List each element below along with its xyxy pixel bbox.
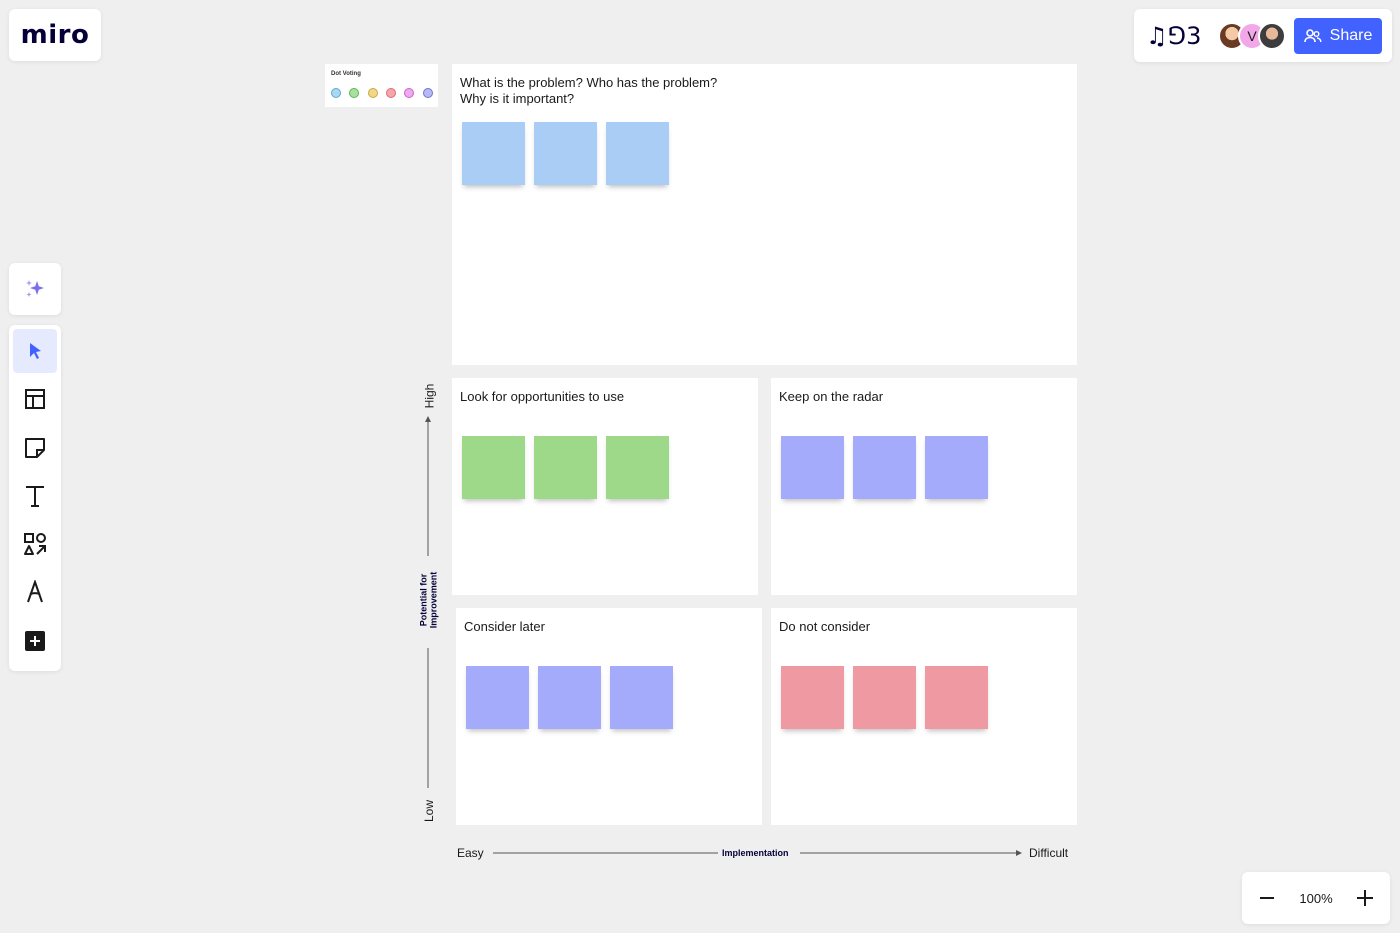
zoom-in-button[interactable] bbox=[1354, 887, 1376, 909]
axis-difficult-label: Difficult bbox=[1029, 846, 1069, 860]
collaboration-bar: ♫⅁3 V Share bbox=[1134, 9, 1392, 62]
select-icon bbox=[30, 343, 41, 359]
pen-icon bbox=[27, 580, 43, 603]
text-icon bbox=[26, 485, 44, 507]
frame-radar[interactable]: Keep on the radar bbox=[771, 378, 1077, 595]
templates-tool[interactable] bbox=[13, 377, 57, 421]
sticky-note[interactable] bbox=[538, 666, 601, 729]
axis-easy-label: Easy bbox=[457, 846, 484, 860]
dot-voting-widget[interactable]: Dot Voting bbox=[325, 64, 438, 107]
sticky-note[interactable] bbox=[781, 666, 844, 729]
frame-title: Do not consider bbox=[779, 619, 871, 634]
users-icon bbox=[1303, 28, 1322, 42]
sticky-note-icon bbox=[25, 437, 45, 458]
more-tools[interactable] bbox=[13, 619, 57, 663]
share-label: Share bbox=[1329, 26, 1373, 44]
vote-dot[interactable] bbox=[404, 88, 415, 98]
frame-title: What is the problem? Who has the problem… bbox=[460, 75, 718, 106]
frame-opportunities[interactable]: Look for opportunities to use bbox=[452, 378, 758, 595]
sticky-note-tool[interactable] bbox=[13, 426, 57, 470]
vote-dot[interactable] bbox=[385, 88, 396, 98]
sticky-note[interactable] bbox=[853, 666, 916, 729]
sticky-note[interactable] bbox=[925, 436, 988, 499]
miro-logo[interactable]: miro bbox=[9, 9, 101, 61]
frame-not[interactable]: Do not consider bbox=[771, 608, 1077, 825]
sticky-note[interactable] bbox=[462, 122, 525, 185]
minus-icon bbox=[1260, 897, 1274, 899]
vote-dot[interactable] bbox=[331, 88, 341, 98]
shapes-tool[interactable] bbox=[13, 522, 57, 566]
sticky-note[interactable] bbox=[466, 666, 529, 729]
share-button[interactable]: Share bbox=[1294, 17, 1382, 54]
collaborator-avatars[interactable]: V bbox=[1218, 21, 1286, 50]
zoom-control: 100% bbox=[1242, 872, 1390, 924]
ai-assist-button[interactable] bbox=[9, 263, 61, 315]
y-axis-title: Potential for Improvement bbox=[418, 571, 438, 629]
avatar[interactable] bbox=[1258, 21, 1286, 50]
sticky-note[interactable] bbox=[853, 436, 916, 499]
creation-toolbar bbox=[9, 325, 61, 671]
sticky-note[interactable] bbox=[534, 122, 597, 185]
frame-problem[interactable]: What is the problem? Who has the problem… bbox=[452, 64, 1077, 365]
sticky-note[interactable] bbox=[606, 122, 669, 185]
axis-high-label: High bbox=[422, 383, 436, 409]
axis-low-label: Low bbox=[421, 799, 436, 823]
text-tool[interactable] bbox=[13, 474, 57, 518]
vote-dot[interactable] bbox=[422, 88, 433, 98]
shapes-icon bbox=[24, 533, 46, 556]
sticky-note[interactable] bbox=[925, 666, 988, 729]
vote-dot[interactable] bbox=[349, 88, 360, 98]
plus-icon bbox=[1357, 890, 1373, 906]
frame-title: Look for opportunities to use bbox=[460, 389, 625, 404]
zoom-level[interactable]: 100% bbox=[1299, 890, 1333, 906]
frame-later[interactable]: Consider later bbox=[456, 608, 762, 825]
select-tool[interactable] bbox=[13, 329, 57, 373]
sticky-note[interactable] bbox=[781, 436, 844, 499]
sticky-note[interactable] bbox=[610, 666, 673, 729]
frame-title: Consider later bbox=[464, 619, 545, 634]
sparkle-icon bbox=[26, 280, 44, 297]
add-icon bbox=[25, 630, 45, 651]
board-name-icon[interactable]: ♫⅁3 bbox=[1146, 21, 1202, 50]
templates-icon bbox=[25, 389, 45, 410]
pen-tool[interactable] bbox=[13, 570, 57, 614]
sticky-note[interactable] bbox=[606, 436, 669, 499]
sticky-note[interactable] bbox=[462, 436, 525, 499]
sticky-note[interactable] bbox=[534, 436, 597, 499]
y-axis bbox=[425, 416, 431, 788]
x-axis bbox=[493, 850, 1022, 856]
vote-dot[interactable] bbox=[367, 88, 378, 98]
frame-title: Keep on the radar bbox=[779, 389, 884, 404]
x-axis-title: Implementation bbox=[722, 848, 789, 858]
dot-voting-title: Dot Voting bbox=[331, 71, 361, 77]
zoom-out-button[interactable] bbox=[1256, 887, 1278, 909]
logo-text: miro bbox=[20, 20, 90, 50]
